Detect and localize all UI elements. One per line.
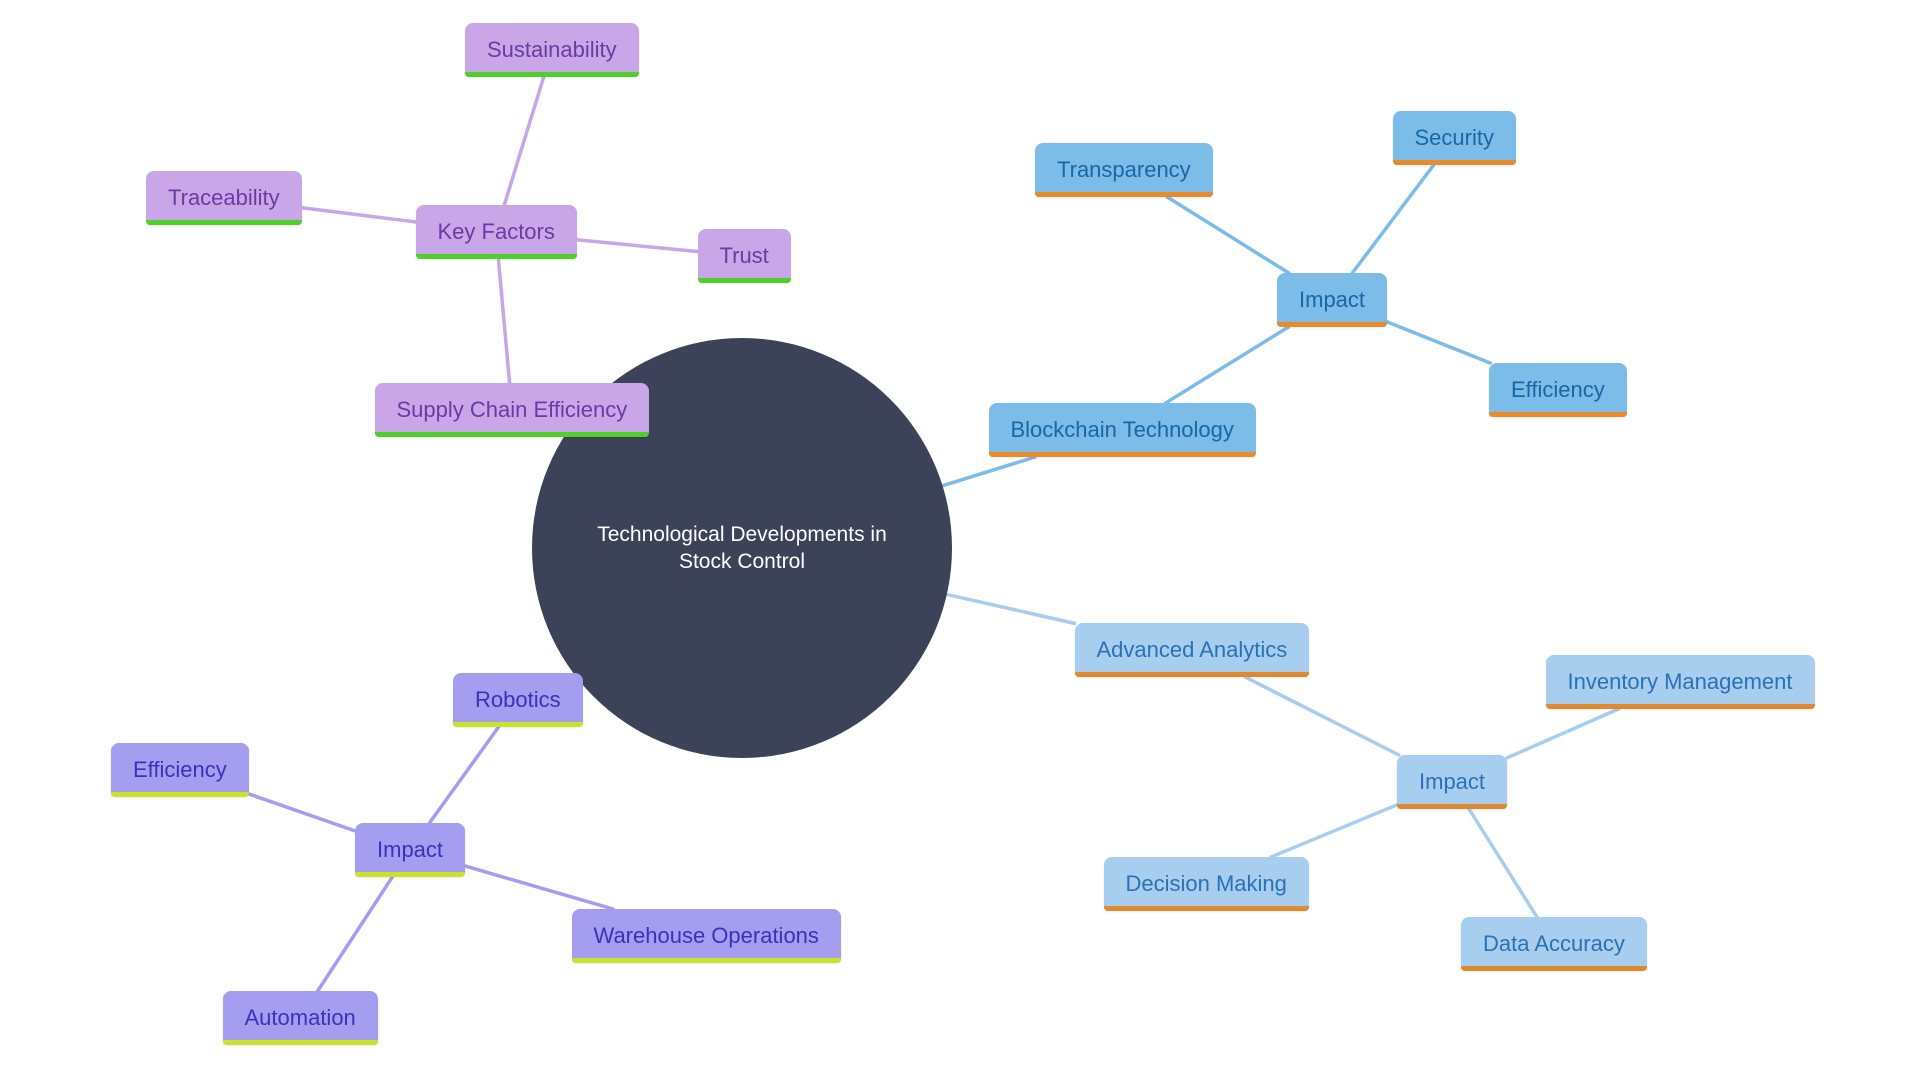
node-dataacc: Data Accuracy: [1461, 917, 1647, 971]
node-underline: [1277, 322, 1387, 327]
node-keyfactors: Key Factors: [416, 205, 577, 259]
edge: [302, 208, 416, 222]
node-underline: [1546, 704, 1815, 709]
node-underline: [355, 872, 465, 877]
edge: [1245, 677, 1399, 755]
node-decision: Decision Making: [1104, 857, 1309, 911]
node-trust: Trust: [698, 229, 791, 283]
edge: [1507, 709, 1618, 758]
node-inventory: Inventory Management: [1546, 655, 1815, 709]
node-underline: [1397, 804, 1507, 809]
edge: [947, 594, 1075, 623]
edge: [1167, 197, 1289, 273]
node-underline: [1489, 412, 1627, 417]
node-warehouse: Warehouse Operations: [572, 909, 841, 963]
node-blockchain: Blockchain Technology: [989, 403, 1256, 457]
edge: [577, 240, 698, 252]
node-analytics: Advanced Analytics: [1075, 623, 1310, 677]
node-sustain: Sustainability: [465, 23, 639, 77]
node-underline: [416, 254, 577, 259]
edge: [429, 727, 498, 823]
node-underline: [375, 432, 650, 437]
node-underline: [465, 72, 639, 77]
edge: [498, 259, 509, 383]
node-underline: [1035, 192, 1213, 197]
node-efficiency_b: Efficiency: [1489, 363, 1627, 417]
node-security: Security: [1393, 111, 1516, 165]
node-robotics: Robotics: [453, 673, 583, 727]
node-underline: [453, 722, 583, 727]
edge: [943, 457, 1035, 486]
edge: [504, 77, 543, 205]
node-underline: [146, 220, 302, 225]
node-supplychain: Supply Chain Efficiency: [375, 383, 650, 437]
edge: [1469, 809, 1537, 917]
edge: [1271, 805, 1397, 857]
node-impact_b1: Impact: [1277, 273, 1387, 327]
edge: [1166, 327, 1289, 403]
node-transparency: Transparency: [1035, 143, 1213, 197]
node-underline: [1075, 672, 1310, 677]
edge: [1387, 322, 1490, 363]
edge: [318, 877, 393, 991]
node-underline: [1104, 906, 1309, 911]
edge: [249, 794, 355, 831]
center-label: Technological Developments in Stock Cont…: [572, 521, 912, 576]
node-underline: [989, 452, 1256, 457]
node-underline: [1393, 160, 1516, 165]
node-trace: Traceability: [146, 171, 302, 225]
node-underline: [111, 792, 249, 797]
node-underline: [698, 278, 791, 283]
node-efficiency_i: Efficiency: [111, 743, 249, 797]
node-underline: [572, 958, 841, 963]
node-underline: [223, 1040, 378, 1045]
edge: [465, 866, 613, 909]
edge: [1352, 165, 1433, 273]
node-automation: Automation: [223, 991, 378, 1045]
node-impact_ind: Impact: [355, 823, 465, 877]
node-underline: [1461, 966, 1647, 971]
node-impact_b2: Impact: [1397, 755, 1507, 809]
